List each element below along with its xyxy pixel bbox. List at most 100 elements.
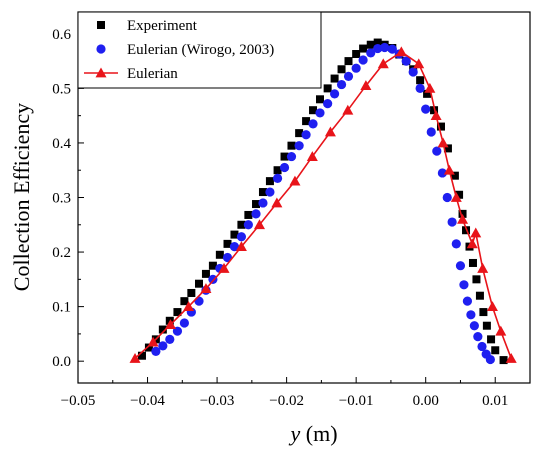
data-point <box>280 152 289 161</box>
data-point <box>462 296 473 306</box>
data-point <box>165 334 175 344</box>
data-point <box>286 151 297 162</box>
data-point <box>129 352 141 363</box>
data-point <box>491 346 500 355</box>
data-point <box>352 50 361 59</box>
data-point <box>373 38 382 47</box>
data-point <box>215 250 224 259</box>
data-point <box>423 89 432 98</box>
data-point <box>324 126 336 137</box>
data-point <box>302 117 311 126</box>
data-point <box>366 40 375 49</box>
data-point <box>273 166 282 175</box>
data-point <box>258 188 267 197</box>
data-point <box>469 321 479 331</box>
data-point <box>359 44 368 53</box>
series-2 <box>129 46 517 363</box>
data-point <box>229 242 240 252</box>
data-point <box>323 84 332 93</box>
data-point <box>244 210 253 219</box>
data-point <box>472 275 481 284</box>
x-tick-label: 0.01 <box>482 393 508 409</box>
data-point <box>450 171 459 180</box>
data-point <box>173 308 182 317</box>
data-point <box>505 352 517 363</box>
data-point <box>466 238 478 249</box>
data-point <box>499 356 508 365</box>
data-point <box>495 325 507 336</box>
data-point <box>271 197 283 208</box>
data-point <box>237 220 246 229</box>
y-tick-label: 0.4 <box>52 136 71 152</box>
data-point <box>137 351 146 360</box>
data-point <box>294 141 304 151</box>
data-point <box>194 296 204 306</box>
legend-label: Eulerian <box>127 66 178 82</box>
data-point <box>151 346 161 356</box>
x-axis-unit: (m) <box>300 421 337 446</box>
data-point <box>366 48 376 58</box>
legend-box <box>77 11 322 89</box>
data-point <box>258 198 268 208</box>
data-point <box>337 65 346 74</box>
data-point <box>430 110 442 121</box>
data-point <box>358 55 368 65</box>
data-point <box>243 220 253 230</box>
data-point <box>401 56 411 66</box>
x-axis-ticks: −0.05 −0.04 −0.03 −0.02 −0.01 0.00 0.01 <box>61 377 508 409</box>
data-point <box>158 325 167 334</box>
data-point <box>223 239 232 248</box>
data-point <box>413 58 425 69</box>
data-point <box>475 291 484 300</box>
data-point <box>330 74 339 83</box>
data-point <box>466 310 476 320</box>
data-point <box>479 308 488 317</box>
data-point <box>201 269 210 278</box>
data-point <box>387 44 397 54</box>
data-point <box>208 274 218 284</box>
data-point <box>289 175 301 186</box>
legend-label: Eulerian (Wirogo, 2003) <box>127 42 274 58</box>
data-point <box>336 79 347 90</box>
data-point <box>485 354 495 365</box>
data-point <box>377 58 389 69</box>
x-tick-label: 0.00 <box>413 393 439 409</box>
data-point <box>323 99 333 109</box>
x-tick-label: −0.02 <box>269 393 304 409</box>
plot-marks <box>129 38 517 365</box>
data-point <box>272 173 283 184</box>
data-point <box>451 239 461 249</box>
data-point <box>443 164 455 175</box>
legend-marker <box>96 44 106 54</box>
data-point <box>158 341 168 351</box>
data-point <box>287 141 296 150</box>
x-tick-label: −0.05 <box>61 393 96 409</box>
legend-marker <box>95 67 107 78</box>
data-point <box>437 168 447 178</box>
data-point <box>343 71 354 81</box>
data-point <box>477 262 489 273</box>
data-point <box>179 318 189 328</box>
y-axis-ticks: 0.0 0.1 0.2 0.3 0.4 0.5 0.6 <box>52 27 84 370</box>
data-point <box>222 252 233 263</box>
data-point <box>194 279 203 288</box>
data-point <box>436 122 445 131</box>
data-point <box>309 106 318 115</box>
data-point <box>200 283 212 294</box>
data-point <box>424 82 436 93</box>
data-point <box>408 67 418 77</box>
data-point <box>470 227 482 238</box>
data-point <box>235 241 247 252</box>
data-point <box>252 200 261 209</box>
data-point <box>455 190 464 199</box>
data-point <box>180 297 189 306</box>
data-point <box>442 192 452 203</box>
data-point <box>421 104 431 114</box>
legend-label: Experiment <box>127 18 198 34</box>
x-tick-label: −0.03 <box>200 393 235 409</box>
data-point <box>360 80 372 91</box>
data-point <box>230 230 239 239</box>
data-point <box>380 42 390 53</box>
data-point <box>416 76 425 85</box>
